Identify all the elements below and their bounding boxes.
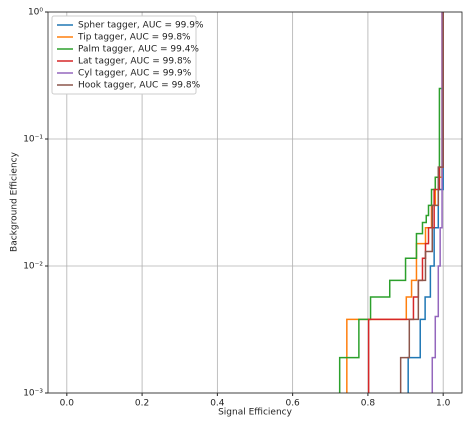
- roc-curve: [346, 12, 443, 393]
- roc-curve: [338, 12, 444, 393]
- legend-label: Tip tagger, AUC = 99.8%: [77, 33, 191, 43]
- roc-curve: [431, 12, 443, 393]
- legend-label: Palm tagger, AUC = 99.4%: [78, 45, 199, 55]
- x-tick-label: 0.4: [210, 399, 225, 409]
- legend-label: Spher tagger, AUC = 99.9%: [78, 21, 204, 31]
- x-tick-label: 0.8: [361, 399, 376, 409]
- x-tick-label: 1.0: [436, 399, 451, 409]
- y-tick-label: 10⁻²: [23, 262, 43, 272]
- y-tick-label: 10⁻³: [23, 389, 43, 399]
- legend-label: Hook tagger, AUC = 99.8%: [78, 81, 201, 91]
- plot-frame: [47, 11, 463, 394]
- legend-box: [51, 15, 197, 95]
- y-tick-label: 10⁻¹: [23, 135, 43, 145]
- legend-label: Lat tagger, AUC = 99.8%: [78, 57, 192, 67]
- legend-label: Cyl tagger, AUC = 99.9%: [78, 69, 192, 79]
- y-axis-label: Background Efficiency: [10, 151, 20, 252]
- x-tick-label: 0.2: [135, 399, 149, 409]
- roc-curve: [399, 12, 444, 393]
- y-tick-label: 10⁰: [28, 8, 43, 18]
- x-tick-label: 0.0: [60, 399, 75, 409]
- x-axis-label: Signal Efficiency: [218, 408, 293, 418]
- x-tick-label: 0.6: [285, 399, 300, 409]
